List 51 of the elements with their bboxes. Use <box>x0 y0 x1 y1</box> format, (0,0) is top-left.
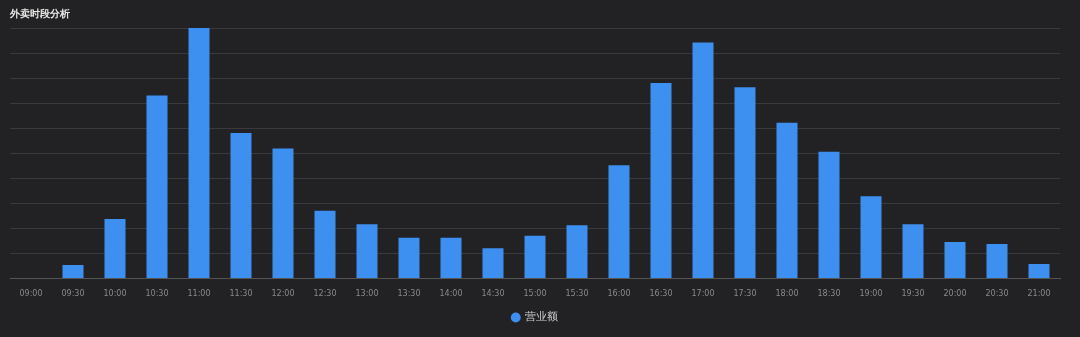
x-tick-label: 14:30 <box>481 289 505 299</box>
x-tick-label: 13:30 <box>397 289 421 299</box>
bar <box>230 132 252 278</box>
x-tick-label: 19:30 <box>901 289 925 299</box>
bar <box>188 28 210 278</box>
bar <box>566 225 588 278</box>
x-tick-label: 14:00 <box>439 289 463 299</box>
x-tick-label: 13:00 <box>355 289 379 299</box>
bar <box>860 196 882 278</box>
x-tick-label: 16:00 <box>607 289 631 299</box>
bar <box>104 219 126 278</box>
x-tick-label: 18:30 <box>817 289 841 299</box>
x-tick-label: 15:30 <box>565 289 589 299</box>
bar <box>398 237 420 278</box>
bar <box>272 148 294 278</box>
x-tick-label: 15:00 <box>523 289 547 299</box>
bar <box>146 95 168 278</box>
x-tick-label: 20:00 <box>943 289 967 299</box>
x-tick-label: 11:30 <box>229 289 253 299</box>
bar <box>356 224 378 278</box>
x-tick-label: 21:00 <box>1027 289 1051 299</box>
bar <box>902 224 924 278</box>
bar <box>692 42 714 278</box>
bar <box>1028 263 1050 278</box>
bar <box>62 264 84 278</box>
bar <box>818 151 840 278</box>
bar <box>650 83 672 278</box>
x-tick-label: 12:30 <box>313 289 337 299</box>
x-tick-label: 09:30 <box>61 289 85 299</box>
x-tick-label: 17:30 <box>733 289 757 299</box>
bar <box>524 235 546 278</box>
bar <box>986 244 1008 278</box>
chart-title: 外卖时段分析 <box>9 7 70 19</box>
bar <box>440 237 462 278</box>
x-tick-label: 16:30 <box>649 289 673 299</box>
bar <box>734 87 756 278</box>
bar <box>314 210 336 278</box>
x-tick-label: 17:00 <box>691 289 715 299</box>
x-tick-label: 11:00 <box>187 289 211 299</box>
bar <box>944 242 966 278</box>
x-tick-label: 10:00 <box>103 289 127 299</box>
legend-label: 营业额 <box>524 310 558 324</box>
bar <box>482 248 504 278</box>
x-tick-label: 20:30 <box>985 289 1009 299</box>
bar <box>776 122 798 278</box>
x-tick-label: 18:00 <box>775 289 799 299</box>
bar <box>608 165 630 278</box>
x-tick-label: 09:00 <box>19 289 43 299</box>
x-tick-label: 12:00 <box>271 289 295 299</box>
x-tick-label: 10:30 <box>145 289 169 299</box>
x-tick-label: 19:00 <box>859 289 883 299</box>
